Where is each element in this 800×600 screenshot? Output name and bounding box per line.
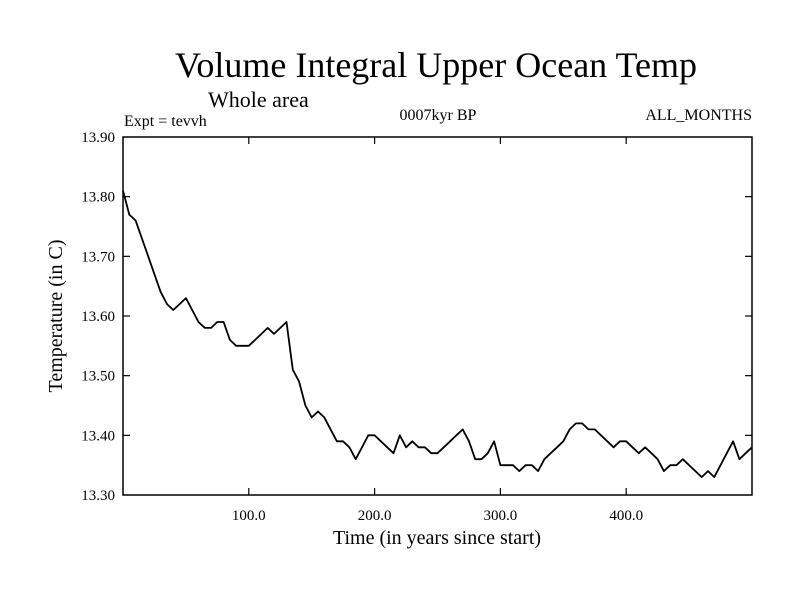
x-axis-ticks: 100.0 200.0 300.0 400.0 — [232, 137, 643, 524]
x-tick-label: 100.0 — [232, 508, 266, 524]
annotation-left: Expt = tevvh — [124, 113, 207, 130]
annotation-right: ALL_MONTHS — [645, 107, 752, 124]
y-axis-ticks: 13.30 13.40 13.50 13.60 13.70 13.80 13.90 — [81, 130, 752, 504]
y-tick-label: 13.90 — [81, 130, 115, 146]
y-tick-label: 13.60 — [81, 309, 115, 325]
y-tick-label: 13.80 — [81, 190, 115, 206]
series-line — [122, 190, 753, 478]
y-tick-label: 13.30 — [81, 488, 115, 504]
y-axis-label: Temperature (in C) — [45, 240, 67, 393]
chart-title: Volume Integral Upper Ocean Temp — [175, 45, 697, 85]
annotation-center: 0007kyr BP — [400, 107, 477, 124]
x-tick-label: 200.0 — [358, 508, 392, 524]
y-tick-label: 13.70 — [81, 249, 115, 265]
x-axis-label: Time (in years since start) — [333, 527, 541, 549]
y-tick-label: 13.50 — [81, 369, 115, 385]
x-tick-label: 300.0 — [484, 508, 518, 524]
plot-frame — [122, 136, 753, 496]
chart-subtitle: Whole area — [208, 87, 309, 112]
y-tick-label: 13.40 — [81, 428, 115, 444]
x-tick-label: 400.0 — [609, 508, 643, 524]
